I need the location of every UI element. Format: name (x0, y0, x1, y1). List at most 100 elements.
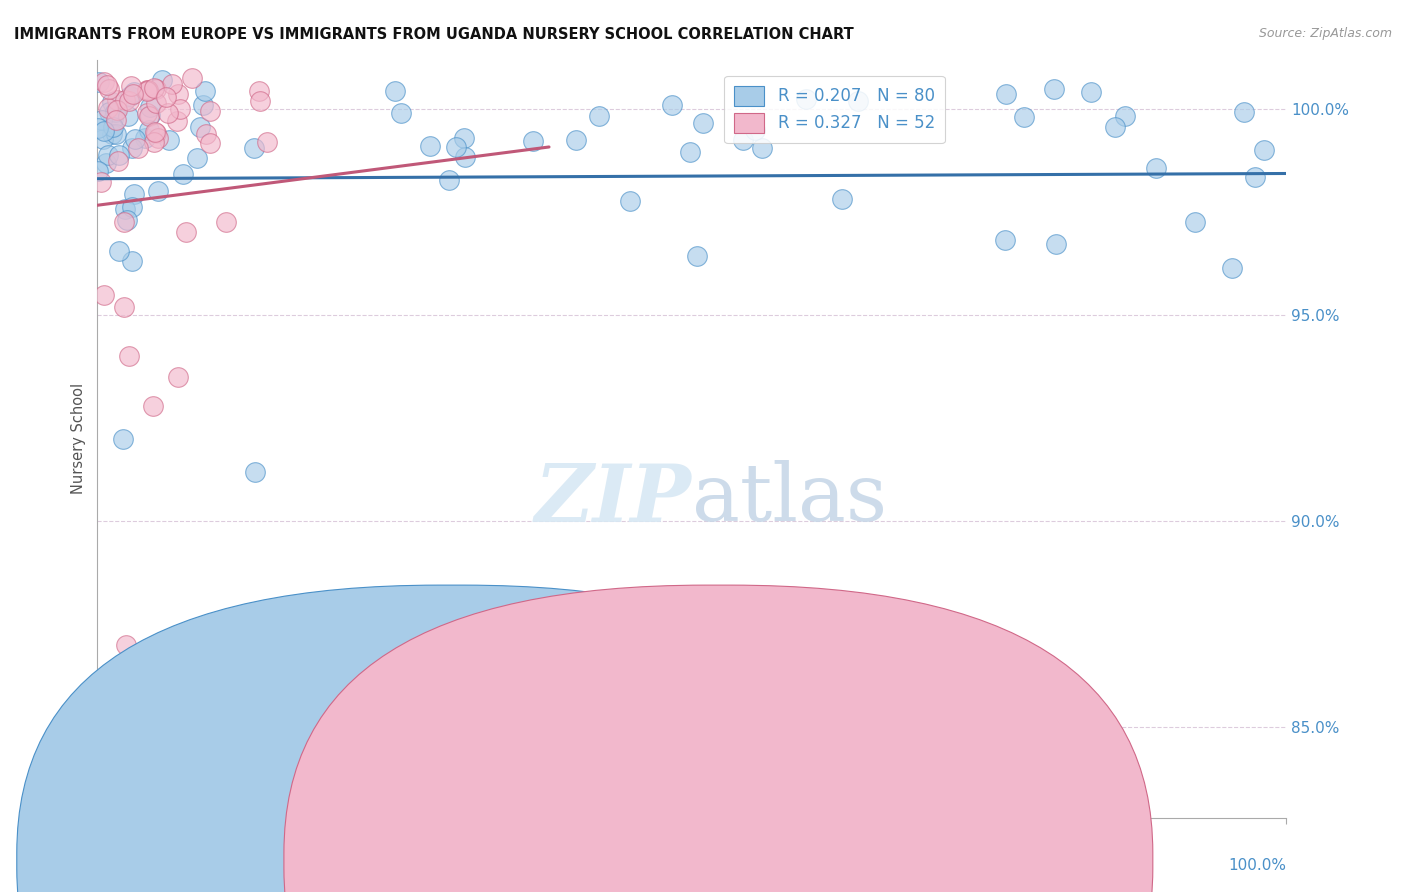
Point (215, 215, 238, 229)
Point (243, 465, 266, 479)
Point (751, 141, 773, 155)
Point (794, 92, 817, 106)
Point (107, 154, 129, 169)
Point (193, 98, 215, 112)
Point (619, 194, 641, 209)
Point (454, 150, 477, 164)
Point (174, 225, 197, 239)
Point (437, 173, 460, 187)
Point (145, 671, 167, 685)
Point (87, 75, 110, 89)
Point (157, 105, 180, 120)
Point (1045, 236, 1067, 251)
Point (1021, 762, 1043, 776)
Point (108, 244, 131, 259)
Point (198, 103, 221, 118)
Point (1043, 82, 1066, 96)
Point (588, 109, 610, 123)
Point (190, 120, 212, 134)
Point (148, 130, 170, 145)
Point (138, 83, 160, 97)
Point (1253, 144, 1275, 158)
Point (105, 103, 128, 118)
Point (256, 135, 278, 149)
Point (118, 349, 141, 363)
Point (167, 370, 190, 384)
Point (86, 164, 108, 178)
Text: Immigrants from Uganda: Immigrants from Uganda (738, 860, 922, 875)
Point (127, 140, 149, 154)
Point (89, 753, 111, 767)
Point (114, 202, 136, 216)
Point (97, 82, 120, 96)
Point (181, 782, 204, 797)
Point (145, 96, 167, 111)
Point (194, 85, 217, 99)
Point (389, 105, 412, 120)
Point (139, 108, 162, 122)
Point (444, 140, 467, 154)
Point (150, 72, 173, 87)
Point (1144, 161, 1167, 175)
Point (181, 71, 204, 86)
Point (101, 120, 124, 134)
Point (138, 100, 160, 114)
Point (91, 132, 114, 146)
Point (565, 133, 588, 147)
Point (107, 148, 129, 162)
Point (114, 93, 136, 107)
Point (121, 254, 143, 268)
Point (692, 115, 714, 129)
Point (136, 106, 159, 120)
Point (120, 78, 142, 93)
Point (90, 113, 112, 128)
Point (522, 134, 544, 148)
Point (679, 145, 702, 160)
Point (159, 699, 181, 714)
Text: Source: ZipAtlas.com: Source: ZipAtlas.com (1258, 27, 1392, 40)
Point (97, 101, 120, 115)
Point (846, 94, 869, 108)
Point (249, 94, 271, 108)
Point (166, 87, 188, 101)
Point (160, 77, 183, 91)
Text: IMMIGRANTS FROM EUROPE VS IMMIGRANTS FROM UGANDA NURSERY SCHOOL CORRELATION CHAR: IMMIGRANTS FROM EUROPE VS IMMIGRANTS FRO… (14, 27, 853, 42)
Point (117, 213, 139, 227)
Point (1114, 109, 1136, 123)
Point (118, 89, 141, 103)
Point (135, 84, 157, 98)
Point (138, 109, 160, 123)
Point (166, 114, 188, 128)
Point (169, 103, 191, 117)
Point (97, 770, 120, 784)
Point (1104, 120, 1126, 135)
Point (155, 90, 177, 104)
Point (100, 127, 122, 141)
Point (194, 127, 217, 141)
Point (157, 133, 180, 147)
Point (453, 131, 475, 145)
Point (105, 93, 128, 107)
Point (1233, 104, 1256, 119)
Point (101, 95, 124, 109)
Point (111, 432, 134, 446)
Point (1080, 85, 1102, 99)
Text: atlas: atlas (692, 460, 887, 539)
Point (1184, 215, 1206, 229)
Point (114, 729, 136, 743)
Point (994, 233, 1017, 247)
Point (118, 94, 141, 108)
Point (121, 200, 143, 214)
Point (145, 81, 167, 95)
Point (1012, 110, 1035, 124)
Point (96, 78, 118, 92)
Point (97, 104, 120, 119)
Y-axis label: Nursery School: Nursery School (72, 384, 86, 494)
Point (121, 141, 143, 155)
Point (831, 192, 853, 206)
Point (122, 86, 145, 100)
Point (93, 287, 115, 301)
Point (1220, 260, 1243, 275)
Point (134, 131, 156, 145)
Point (124, 186, 146, 201)
